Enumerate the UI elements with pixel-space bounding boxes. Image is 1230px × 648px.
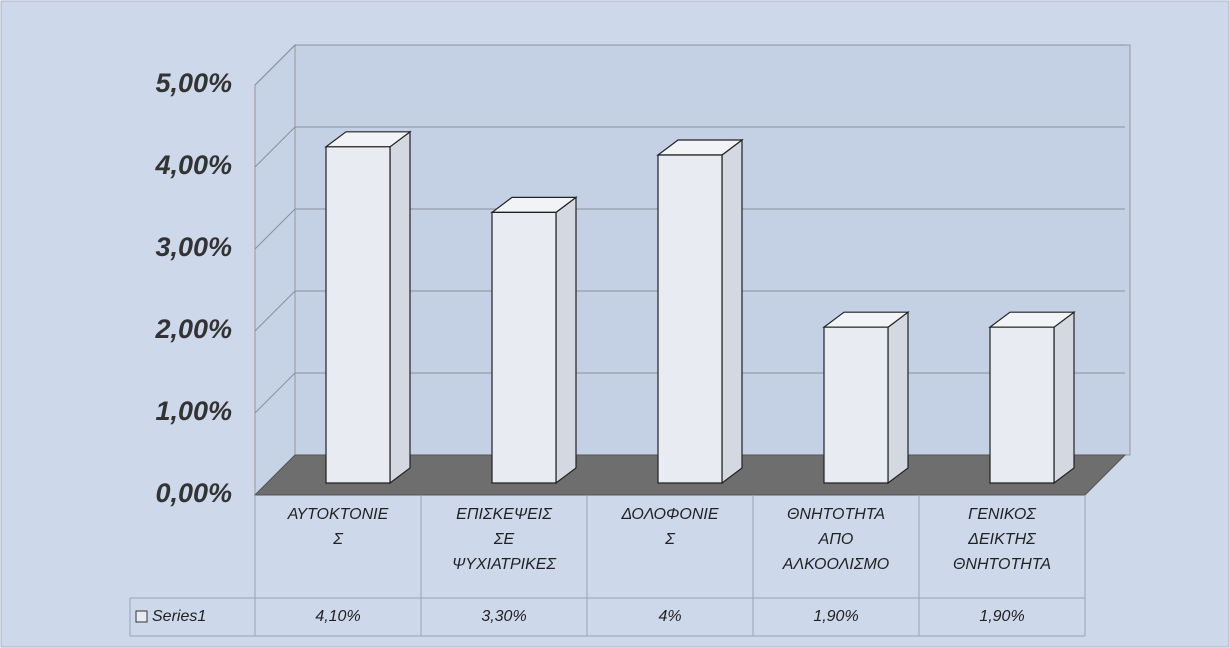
side-wall: [254, 43, 296, 497]
bar-face: [325, 146, 391, 484]
table-value: 1,90%: [813, 608, 858, 625]
bar: [988, 311, 1076, 485]
table-value: 3,30%: [481, 608, 526, 625]
grid-line: [254, 208, 1125, 250]
x-tick-label: ΣΕ: [493, 531, 515, 548]
x-tick-label: ΔΕΙΚΤΗΣ: [967, 531, 1037, 548]
table-value: 1,90%: [979, 608, 1024, 625]
x-tick-label: ΑΥΤΟΚΤΟΝΙΕ: [287, 506, 389, 523]
bar: [656, 138, 744, 485]
bar-face: [491, 211, 557, 484]
bar-face: [555, 196, 577, 485]
x-tick-label: Σ: [332, 531, 344, 548]
grid-line: [254, 126, 1125, 168]
bar: [490, 196, 578, 485]
grid-line: [254, 290, 1125, 332]
legend-key: [135, 610, 148, 623]
y-tick-label: 4,00%: [154, 150, 232, 180]
legend-label: Series1: [152, 608, 206, 625]
bar-face: [657, 154, 723, 484]
x-tick-label: ΓΕΝΙΚΟΣ: [968, 506, 1037, 523]
x-tick-label: Σ: [664, 531, 676, 548]
x-tick-label: ΘΝΗΤΟΤΗΤΑ: [953, 556, 1051, 573]
bar-face: [389, 130, 411, 485]
table-value: 4,10%: [315, 608, 360, 625]
x-tick-label: ΑΛΚΟΟΛΙΣΜΟ: [782, 556, 889, 573]
y-tick-label: 2,00%: [154, 314, 232, 344]
bar-face: [1053, 311, 1075, 485]
y-tick-label: 1,00%: [155, 396, 232, 426]
x-tick-label: ΨΥΧΙΑΤΡΙΚΕΣ: [452, 556, 557, 573]
x-tick-label: ΕΠΙΣΚΕΨΕΙΣ: [456, 506, 553, 523]
bar: [324, 130, 412, 485]
bar-face: [887, 311, 909, 485]
x-tick-label: ΑΠΟ: [818, 531, 854, 548]
x-tick-label: ΘΝΗΤΟΤΗΤΑ: [787, 506, 885, 523]
grid-line: [254, 44, 1125, 86]
bar-face: [823, 326, 889, 484]
x-tick-label: ΔΟΛΟΦΟΝΙΕ: [621, 506, 719, 523]
y-tick-label: 3,00%: [155, 232, 232, 262]
bar-face: [989, 326, 1055, 484]
bar-face: [721, 138, 743, 485]
bar: [822, 311, 910, 485]
table-value: 4%: [658, 608, 681, 625]
y-tick-label: 0,00%: [155, 478, 232, 508]
y-tick-label: 5,00%: [155, 68, 232, 98]
